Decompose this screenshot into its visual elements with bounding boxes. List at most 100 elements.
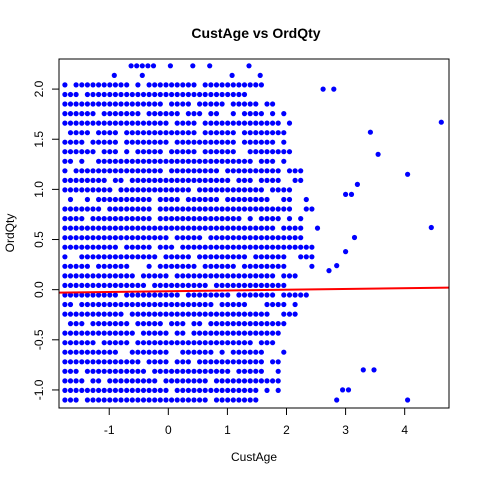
data-point xyxy=(202,340,208,346)
data-point xyxy=(303,244,309,250)
data-point xyxy=(101,111,107,117)
data-point xyxy=(79,149,85,155)
data-point xyxy=(62,177,68,183)
data-point xyxy=(163,82,169,88)
data-point xyxy=(174,311,180,317)
data-point xyxy=(174,139,180,145)
data-point xyxy=(367,129,373,135)
data-point xyxy=(213,120,220,126)
data-point xyxy=(191,387,197,393)
data-point xyxy=(163,273,169,279)
data-point xyxy=(275,168,281,174)
data-point xyxy=(219,368,225,374)
data-point xyxy=(135,158,141,164)
data-point xyxy=(118,340,124,346)
data-point xyxy=(112,158,118,164)
data-point xyxy=(135,349,141,355)
data-point xyxy=(202,168,208,174)
data-point xyxy=(241,254,248,260)
data-point xyxy=(219,139,225,145)
data-point xyxy=(146,254,152,260)
data-point xyxy=(202,368,208,374)
data-point xyxy=(169,292,175,298)
data-point xyxy=(236,196,242,203)
data-point xyxy=(96,187,102,193)
data-point xyxy=(275,321,281,327)
data-point xyxy=(219,359,225,365)
data-point xyxy=(247,216,253,222)
data-point xyxy=(174,387,180,393)
data-point xyxy=(258,273,264,279)
data-point xyxy=(112,273,118,279)
data-point xyxy=(163,244,169,250)
data-point xyxy=(292,235,298,241)
data-point xyxy=(90,330,96,336)
data-point xyxy=(146,263,152,269)
data-point xyxy=(157,263,163,269)
data-point xyxy=(191,292,197,298)
data-point xyxy=(169,397,175,403)
data-point xyxy=(79,206,85,212)
data-point xyxy=(96,139,102,145)
data-point xyxy=(230,235,236,241)
data-point xyxy=(135,91,141,98)
data-point xyxy=(124,111,130,117)
data-point xyxy=(225,139,231,145)
data-point xyxy=(219,263,225,269)
data-point xyxy=(241,206,248,212)
data-point xyxy=(225,225,231,231)
data-point xyxy=(79,321,85,327)
data-point xyxy=(230,120,236,126)
data-point xyxy=(135,101,141,107)
data-point xyxy=(213,282,220,288)
data-point xyxy=(180,206,186,212)
chart-title: CustAge vs OrdQty xyxy=(191,25,320,41)
data-point xyxy=(197,244,203,250)
data-point xyxy=(90,244,96,250)
data-point xyxy=(320,86,326,92)
data-point xyxy=(180,187,186,193)
data-point xyxy=(84,82,90,88)
data-point xyxy=(169,311,175,317)
data-point xyxy=(107,168,113,174)
data-point xyxy=(225,206,231,212)
data-point xyxy=(67,111,74,117)
data-point xyxy=(62,101,68,107)
data-point xyxy=(118,263,124,269)
data-point xyxy=(191,282,197,288)
data-point xyxy=(241,378,248,384)
data-point xyxy=(67,196,74,203)
data-point xyxy=(84,282,90,288)
data-point xyxy=(241,158,248,164)
x-tick-label: -1 xyxy=(104,423,115,437)
data-point xyxy=(202,244,208,250)
data-point xyxy=(286,196,293,203)
data-point xyxy=(253,206,259,212)
data-point xyxy=(219,282,225,288)
data-point xyxy=(253,111,259,117)
data-point xyxy=(185,120,191,126)
data-point xyxy=(62,168,68,174)
data-point xyxy=(253,225,259,231)
data-point xyxy=(140,225,147,231)
data-point xyxy=(112,397,118,403)
data-point xyxy=(241,330,248,336)
data-point xyxy=(90,387,96,393)
data-point xyxy=(157,292,163,298)
data-point xyxy=(247,158,253,164)
data-point xyxy=(90,111,96,117)
data-point xyxy=(157,149,163,155)
data-point xyxy=(163,368,169,374)
data-point xyxy=(258,263,264,269)
data-point xyxy=(84,187,90,193)
data-point xyxy=(107,206,113,212)
data-point xyxy=(135,235,141,241)
data-point xyxy=(219,130,225,136)
data-point xyxy=(140,301,147,308)
data-point xyxy=(230,82,236,88)
data-point xyxy=(96,387,102,393)
data-point xyxy=(107,340,113,346)
data-point xyxy=(90,311,96,317)
data-point xyxy=(101,254,107,260)
data-point xyxy=(219,82,225,88)
